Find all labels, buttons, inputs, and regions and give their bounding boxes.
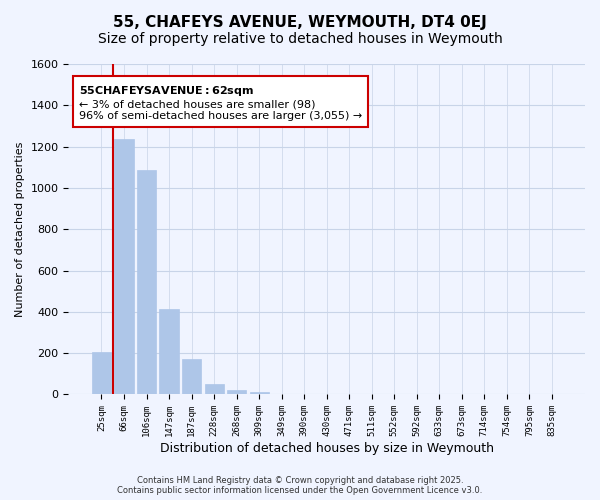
X-axis label: Distribution of detached houses by size in Weymouth: Distribution of detached houses by size … [160, 442, 494, 455]
Text: Contains HM Land Registry data © Crown copyright and database right 2025.
Contai: Contains HM Land Registry data © Crown c… [118, 476, 482, 495]
Text: 55, CHAFEYS AVENUE, WEYMOUTH, DT4 0EJ: 55, CHAFEYS AVENUE, WEYMOUTH, DT4 0EJ [113, 15, 487, 30]
Bar [160, 309, 179, 394]
Text: $\bf{55 CHAFEYS AVENUE: 62sqm}$
← 3% of detached houses are smaller (98)
96% of : $\bf{55 CHAFEYS AVENUE: 62sqm}$ ← 3% of … [79, 84, 362, 121]
Bar [250, 392, 269, 394]
Text: Size of property relative to detached houses in Weymouth: Size of property relative to detached ho… [98, 32, 502, 46]
Bar [182, 359, 201, 394]
Bar [115, 140, 134, 394]
Bar [137, 170, 156, 394]
Bar [227, 390, 246, 394]
Y-axis label: Number of detached properties: Number of detached properties [15, 142, 25, 317]
Bar [205, 384, 224, 394]
Bar [92, 352, 111, 395]
